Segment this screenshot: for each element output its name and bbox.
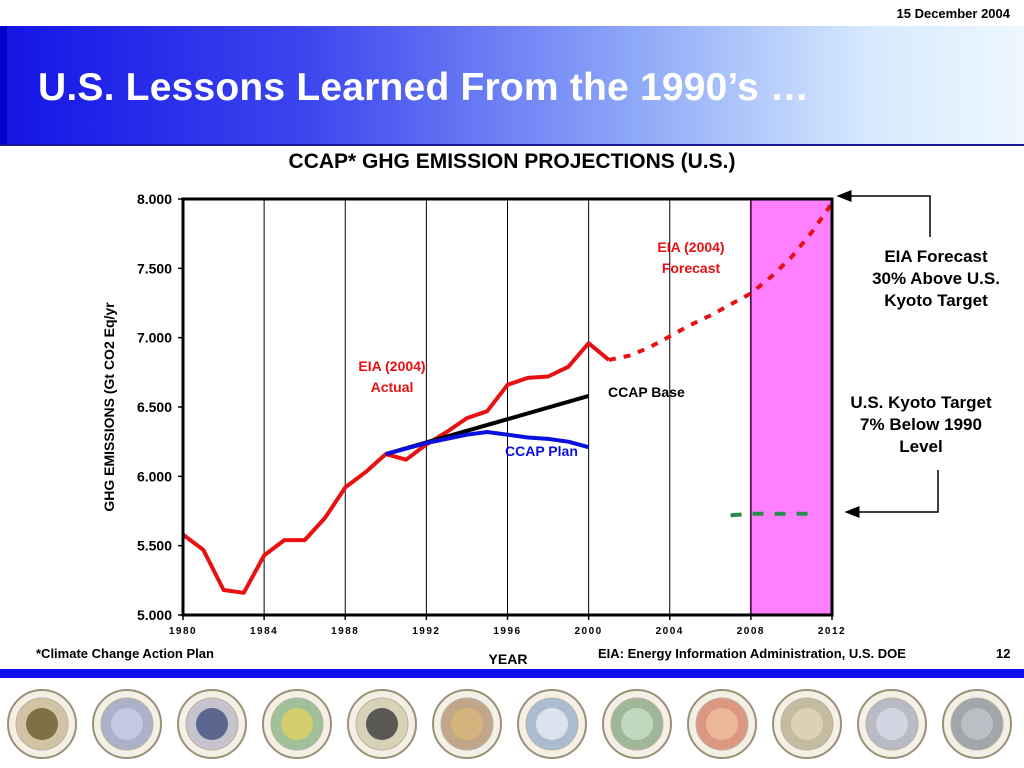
kyoto-callout-line1: U.S. Kyoto Target bbox=[850, 393, 992, 412]
eia-callout-line1: EIA Forecast bbox=[884, 247, 988, 266]
slide-title: U.S. Lessons Learned From the 1990’s … bbox=[38, 66, 810, 109]
banner-divider bbox=[0, 144, 1024, 146]
seal-emblem bbox=[451, 708, 483, 740]
y-tick-label: 7.500 bbox=[137, 260, 172, 276]
x-tick-label: 1984 bbox=[250, 626, 278, 637]
eia-callout-line2: 30% Above U.S. bbox=[872, 269, 1000, 288]
transportation-seal-icon bbox=[517, 689, 587, 759]
x-tick-label: 2000 bbox=[575, 626, 603, 637]
defense-seal-icon bbox=[177, 689, 247, 759]
nasa-seal-icon bbox=[687, 689, 757, 759]
x-tick-label: 2012 bbox=[818, 626, 846, 637]
y-axis-label: GHG EMISSIONS (Gt CO2 Eq/yr bbox=[101, 302, 117, 512]
x-tick-label: 1992 bbox=[412, 626, 440, 637]
forecast-label-line1: EIA (2004) bbox=[657, 239, 724, 255]
ccap-plan-label: CCAP Plan bbox=[505, 443, 578, 459]
seal-emblem bbox=[791, 708, 823, 740]
seal-emblem bbox=[111, 708, 143, 740]
y-tick-label: 5.500 bbox=[137, 538, 172, 554]
agency-seals bbox=[0, 680, 1024, 768]
x-axis-label: YEAR bbox=[489, 651, 528, 667]
state-seal-icon bbox=[857, 689, 927, 759]
emissions-chart: 1980 1984 1988 1992 1996 2000 2004 2008 2012 5.00… bbox=[101, 190, 1000, 667]
actual-label-line1: EIA (2004) bbox=[358, 358, 425, 374]
series-line-eia-2004-actual bbox=[181, 341, 611, 595]
x-tick-label: 2008 bbox=[737, 626, 765, 637]
agriculture-seal-icon bbox=[432, 689, 502, 759]
kyoto-callout-line2: 7% Below 1990 bbox=[860, 415, 982, 434]
chart-title: CCAP* GHG EMISSION PROJECTIONS (U.S.) bbox=[288, 150, 736, 173]
ccap-base-label: CCAP Base bbox=[608, 384, 685, 400]
seal-emblem bbox=[961, 708, 993, 740]
y-tick-label: 6.000 bbox=[137, 468, 172, 484]
seal-emblem bbox=[26, 708, 58, 740]
epa-seal-icon bbox=[602, 689, 672, 759]
slide-date: 15 December 2004 bbox=[896, 6, 1010, 21]
x-tick-label: 2004 bbox=[656, 626, 684, 637]
x-tick-label: 1996 bbox=[493, 626, 521, 637]
eia-callout-line3: Kyoto Target bbox=[884, 291, 988, 310]
seal-emblem bbox=[706, 708, 738, 740]
seal-emblem bbox=[876, 708, 908, 740]
seal-emblem bbox=[366, 708, 398, 740]
energy-seal-icon bbox=[262, 689, 332, 759]
y-tick-label: 6.500 bbox=[137, 399, 172, 415]
title-banner bbox=[0, 26, 1024, 144]
y-tick-label: 7.000 bbox=[137, 330, 172, 346]
forecast-label-line2: Forecast bbox=[662, 260, 721, 276]
series-line-u-s-kyoto-target bbox=[730, 511, 812, 518]
interior-seal-icon bbox=[7, 689, 77, 759]
seal-emblem bbox=[621, 708, 653, 740]
y-tick-label: 8.000 bbox=[137, 191, 172, 207]
seal-emblem bbox=[281, 708, 313, 740]
seal-emblem bbox=[536, 708, 568, 740]
kyoto-callout-arrow bbox=[844, 470, 939, 518]
footnote: *Climate Change Action Plan bbox=[36, 646, 214, 661]
page-number: 12 bbox=[996, 646, 1011, 661]
x-tick-label: 1988 bbox=[331, 626, 359, 637]
kyoto-callout-line3: Level bbox=[899, 437, 942, 456]
commerce-seal-icon bbox=[92, 689, 162, 759]
hhs-seal-icon bbox=[347, 689, 417, 759]
x-tick-label: 1980 bbox=[169, 626, 197, 637]
actual-label-line2: Actual bbox=[371, 379, 414, 395]
nsf-seal-icon bbox=[772, 689, 842, 759]
eia-callout-arrow bbox=[836, 190, 931, 237]
series-line-eia-2004-forecast bbox=[608, 202, 834, 362]
banner-left-edge bbox=[0, 26, 7, 144]
seal-emblem bbox=[196, 708, 228, 740]
executive-office-seal-icon bbox=[942, 689, 1012, 759]
footer-bar bbox=[0, 669, 1024, 678]
kyoto-period-band bbox=[750, 199, 832, 615]
source-note: EIA: Energy Information Administration, … bbox=[598, 646, 906, 661]
series-line-ccap-plan bbox=[385, 430, 590, 457]
y-tick-label: 5.000 bbox=[137, 607, 172, 623]
